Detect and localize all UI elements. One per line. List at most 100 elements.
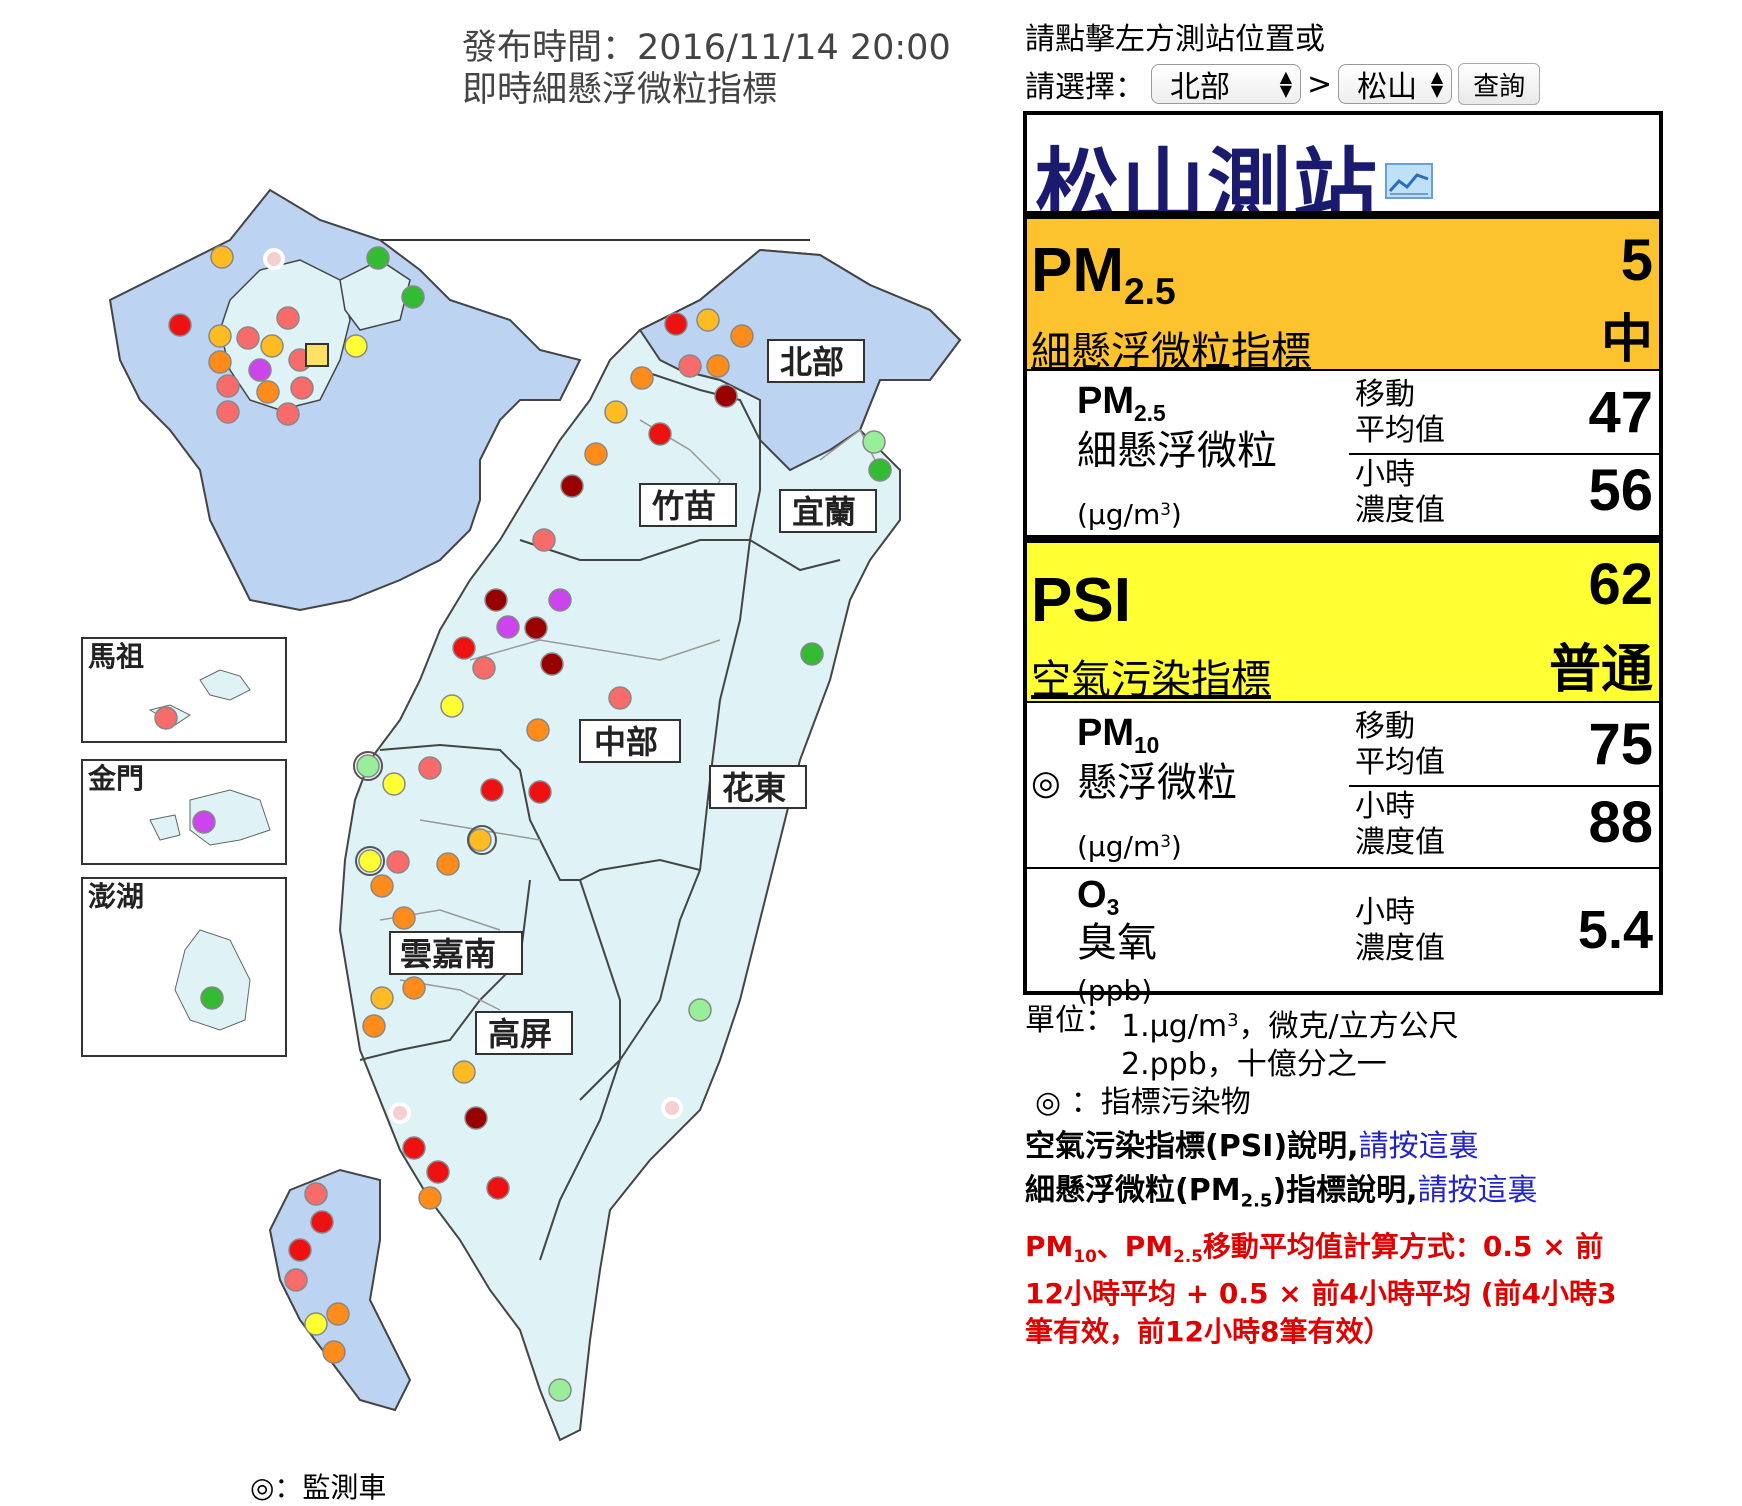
- station-dot[interactable]: [256, 380, 280, 404]
- station-dot[interactable]: [370, 874, 394, 898]
- region-borders: [359, 369, 841, 1261]
- station-dot[interactable]: [528, 780, 552, 804]
- station-dot[interactable]: [210, 245, 234, 269]
- station-dot[interactable]: [192, 810, 216, 834]
- station-select[interactable]: 松山 ▲ ▼: [1338, 64, 1453, 105]
- station-dot[interactable]: [548, 1378, 572, 1402]
- query-button[interactable]: 查詢: [1458, 63, 1541, 105]
- station-dot[interactable]: [630, 366, 654, 390]
- station-dot[interactable]: [216, 400, 240, 424]
- station-dot[interactable]: [392, 906, 416, 930]
- region-label-yilan[interactable]: 宜蘭: [779, 489, 877, 533]
- station-dot[interactable]: [216, 374, 240, 398]
- station-dot[interactable]: [440, 694, 464, 718]
- station-dot[interactable]: [608, 686, 632, 710]
- station-dot[interactable]: [604, 400, 628, 424]
- station-dot[interactable]: [664, 312, 688, 336]
- station-dot[interactable]: [730, 324, 754, 348]
- station-dot[interactable]: [356, 754, 380, 778]
- inset-matsu[interactable]: 馬祖: [81, 637, 287, 743]
- inset-kinmen[interactable]: 金門: [81, 759, 287, 865]
- region-label-yunjianan[interactable]: 雲嘉南: [389, 931, 523, 975]
- station-dot[interactable]: [402, 976, 426, 1000]
- station-dot[interactable]: [200, 986, 224, 1010]
- station-dot[interactable]: [284, 1268, 308, 1292]
- station-dot[interactable]: [464, 1106, 488, 1130]
- pm25-explanation-link[interactable]: 請按這裏: [1417, 1172, 1538, 1208]
- selector-prompt: 請點擊左方測站位置或: [1025, 22, 1325, 57]
- station-dot[interactable]: [452, 636, 476, 660]
- station-dot[interactable]: [326, 1302, 350, 1326]
- station-dot[interactable]: [526, 718, 550, 742]
- region-label-huadong[interactable]: 花東: [709, 765, 807, 809]
- chart-icon[interactable]: [1385, 163, 1433, 199]
- region-label-north[interactable]: 北部: [767, 339, 865, 383]
- station-dot[interactable]: [208, 324, 232, 348]
- station-dot[interactable]: [362, 1014, 386, 1038]
- station-dot[interactable]: [208, 350, 232, 374]
- region-select[interactable]: 北部 ▲ ▼: [1151, 64, 1301, 105]
- station-dot[interactable]: [304, 1182, 328, 1206]
- station-dot[interactable]: [706, 354, 730, 378]
- station-dot[interactable]: [276, 306, 300, 330]
- station-dot[interactable]: [310, 1210, 334, 1234]
- station-dot[interactable]: [386, 850, 410, 874]
- station-dot[interactable]: [418, 756, 442, 780]
- station-dot[interactable]: [358, 849, 382, 873]
- station-dot[interactable]: [862, 430, 886, 454]
- station-dot[interactable]: [678, 354, 702, 378]
- station-dot[interactable]: [868, 458, 892, 482]
- station-dot[interactable]: [436, 852, 460, 876]
- station-dot[interactable]: [560, 474, 584, 498]
- station-dot[interactable]: [540, 652, 564, 676]
- station-dot[interactable]: [480, 778, 504, 802]
- offline-marker: [389, 1102, 411, 1124]
- station-dot[interactable]: [800, 642, 824, 666]
- station-dot[interactable]: [532, 528, 556, 552]
- station-dot[interactable]: [366, 246, 390, 270]
- region-label-central[interactable]: 中部: [579, 719, 681, 763]
- station-dot[interactable]: [584, 442, 608, 466]
- station-dot[interactable]: [401, 285, 425, 309]
- station-dot[interactable]: [168, 313, 192, 337]
- station-dot[interactable]: [452, 1060, 476, 1084]
- pm25-index-link[interactable]: 細懸浮微粒指標: [1031, 330, 1311, 374]
- station-dot[interactable]: [248, 358, 272, 382]
- station-dot[interactable]: [486, 1176, 510, 1200]
- region-label-gaoping[interactable]: 高屏: [475, 1011, 573, 1055]
- station-dot[interactable]: [714, 384, 738, 408]
- station-dot[interactable]: [382, 772, 406, 796]
- station-dot[interactable]: [322, 1340, 346, 1364]
- station-dot[interactable]: [496, 615, 520, 639]
- pm25-hourly-label: 小時 濃度值: [1355, 457, 1445, 528]
- station-dot[interactable]: [426, 1160, 450, 1184]
- pm25-explanation: 細懸浮微粒(PM2.5)指標說明,請按這裏: [1025, 1172, 1538, 1212]
- station-dot[interactable]: [468, 828, 492, 852]
- station-dot[interactable]: [276, 402, 300, 426]
- selected-station-marker[interactable]: [305, 343, 329, 367]
- station-dot[interactable]: [370, 986, 394, 1010]
- inset-penghu[interactable]: 澎湖: [81, 877, 287, 1057]
- divider: [1349, 453, 1659, 455]
- station-dot[interactable]: [304, 1312, 328, 1336]
- station-dot[interactable]: [696, 308, 720, 332]
- station-dot[interactable]: [472, 656, 496, 680]
- station-dot[interactable]: [688, 998, 712, 1022]
- station-dot[interactable]: [288, 1238, 312, 1262]
- divider: [1027, 701, 1659, 703]
- station-dot[interactable]: [418, 1186, 442, 1210]
- station-dot[interactable]: [648, 422, 672, 446]
- station-dot[interactable]: [260, 334, 284, 358]
- station-dot[interactable]: [484, 588, 508, 612]
- station-dot[interactable]: [524, 616, 548, 640]
- region-label-zhumiao[interactable]: 竹苗: [639, 483, 737, 527]
- station-dot[interactable]: [236, 326, 260, 350]
- station-dot[interactable]: [402, 1136, 426, 1160]
- psi-link[interactable]: 空氣污染指標: [1031, 658, 1271, 702]
- station-dot[interactable]: [290, 376, 314, 400]
- station-dot[interactable]: [548, 588, 572, 612]
- psi-explanation-link[interactable]: 請按這裏: [1358, 1128, 1479, 1164]
- station-dot[interactable]: [344, 334, 368, 358]
- station-dot[interactable]: [154, 706, 178, 730]
- pm25-moving-value: 47: [1588, 380, 1653, 445]
